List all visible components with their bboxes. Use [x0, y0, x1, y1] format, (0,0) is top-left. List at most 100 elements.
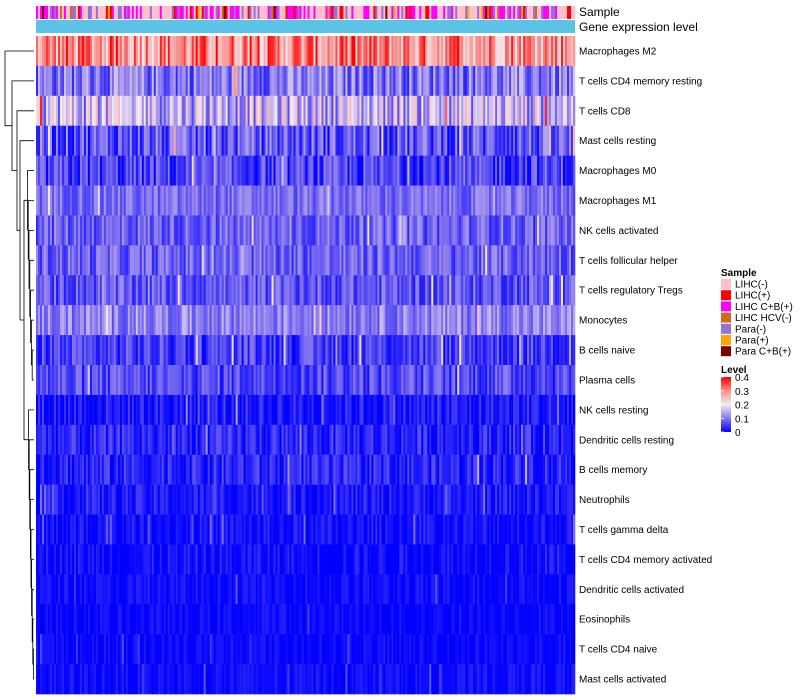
sample-annotation-cell: [559, 6, 562, 19]
heatmap-cell: [283, 484, 286, 515]
heatmap-cell: [297, 514, 300, 545]
sample-annotation-cell: [101, 6, 105, 19]
heatmap-cell: [227, 36, 230, 67]
heatmap-cell: [429, 36, 432, 67]
heatmap-cell: [95, 155, 99, 186]
sample-annotation-cell: [121, 6, 125, 19]
heatmap-cell: [383, 335, 386, 366]
heatmap-cell: [555, 365, 558, 396]
heatmap-cell: [179, 155, 183, 186]
heatmap-cell: [397, 215, 400, 246]
heatmap-cell: [311, 484, 314, 515]
heatmap-cell: [329, 484, 332, 515]
heatmap-cell: [445, 514, 448, 545]
sample-annotation-cell: [541, 6, 544, 19]
heatmap-cell: [245, 155, 248, 186]
heatmap-cell: [335, 185, 338, 216]
heatmap-cell: [127, 95, 131, 127]
heatmap-cell: [223, 484, 226, 515]
heatmap-cell: [345, 454, 348, 485]
heatmap-cell: [83, 454, 87, 485]
heatmap-cell: [157, 155, 161, 186]
heatmap-cell: [75, 185, 79, 216]
heatmap-cell: [133, 245, 137, 276]
heatmap-cell: [479, 514, 482, 545]
heatmap-cell: [295, 335, 298, 366]
heatmap-cell: [435, 365, 438, 396]
heatmap-cell: [123, 95, 127, 127]
heatmap-cell: [563, 36, 566, 67]
heatmap-cell: [87, 544, 91, 575]
heatmap-cell: [225, 95, 228, 127]
heatmap-cell: [549, 245, 552, 276]
heatmap-cell: [207, 514, 210, 545]
heatmap-cell: [337, 514, 340, 545]
heatmap-cell: [521, 305, 524, 336]
heatmap-cell: [517, 454, 520, 485]
heatmap-cell: [541, 125, 544, 156]
heatmap-cell: [383, 185, 386, 216]
heatmap-cell: [555, 335, 558, 366]
heatmap-cell: [271, 305, 274, 336]
heatmap-cell: [79, 185, 83, 216]
heatmap-cell: [285, 65, 288, 97]
heatmap-cell: [115, 454, 119, 485]
heatmap-cell: [137, 125, 141, 156]
heatmap-cell: [215, 65, 218, 97]
heatmap-cell: [469, 454, 472, 485]
heatmap-cell: [121, 424, 125, 456]
heatmap-cell: [487, 65, 490, 97]
heatmap-cell: [433, 484, 436, 515]
heatmap-cell: [233, 36, 236, 67]
heatmap-cell: [271, 484, 274, 515]
heatmap-cell: [231, 155, 234, 186]
heatmap-cell: [283, 454, 286, 485]
heatmap-cell: [137, 424, 141, 456]
heatmap-cell: [513, 275, 516, 306]
heatmap-cell: [341, 365, 344, 396]
heatmap-cell: [135, 424, 139, 456]
heatmap-cell: [449, 335, 452, 366]
heatmap-cell: [503, 215, 506, 246]
heatmap-cell: [193, 424, 197, 456]
heatmap-cell: [327, 365, 330, 396]
heatmap-cell: [467, 65, 470, 97]
heatmap-cell: [531, 155, 534, 186]
heatmap-cell: [69, 275, 73, 306]
heatmap-cell: [145, 125, 149, 156]
heatmap-cell: [189, 155, 193, 186]
sample-annotation-cell: [319, 6, 322, 19]
heatmap-cell: [155, 335, 159, 366]
heatmap-cell: [483, 185, 486, 216]
sample-annotation-cell: [161, 6, 165, 19]
heatmap-cell: [559, 335, 562, 366]
heatmap-cell: [303, 365, 306, 396]
heatmap-cell: [561, 185, 564, 216]
heatmap-cell: [371, 424, 374, 456]
heatmap-cell: [263, 394, 266, 426]
heatmap-cell: [297, 335, 300, 366]
heatmap-cell: [403, 365, 406, 396]
heatmap-cell: [313, 394, 316, 426]
heatmap-cell: [139, 544, 143, 575]
heatmap-cell: [183, 155, 187, 186]
heatmap-cell: [499, 65, 502, 97]
heatmap-cell: [197, 514, 200, 545]
heatmap-cell: [331, 95, 334, 127]
heatmap-cell: [109, 95, 113, 127]
heatmap-cell: [547, 365, 550, 396]
heatmap-cell: [225, 245, 228, 276]
heatmap-cell: [479, 185, 482, 216]
heatmap-cell: [461, 155, 464, 186]
heatmap-cell: [329, 155, 332, 186]
heatmap-cell: [305, 36, 308, 67]
heatmap-cell: [41, 245, 45, 276]
heatmap-cell: [237, 65, 240, 97]
heatmap-cell: [105, 544, 109, 575]
heatmap-cell: [497, 394, 500, 426]
heatmap-cell: [229, 454, 232, 485]
heatmap-cell: [339, 275, 342, 306]
heatmap-cell: [391, 95, 394, 127]
heatmap-cell: [107, 424, 111, 456]
heatmap-cell: [387, 155, 390, 186]
